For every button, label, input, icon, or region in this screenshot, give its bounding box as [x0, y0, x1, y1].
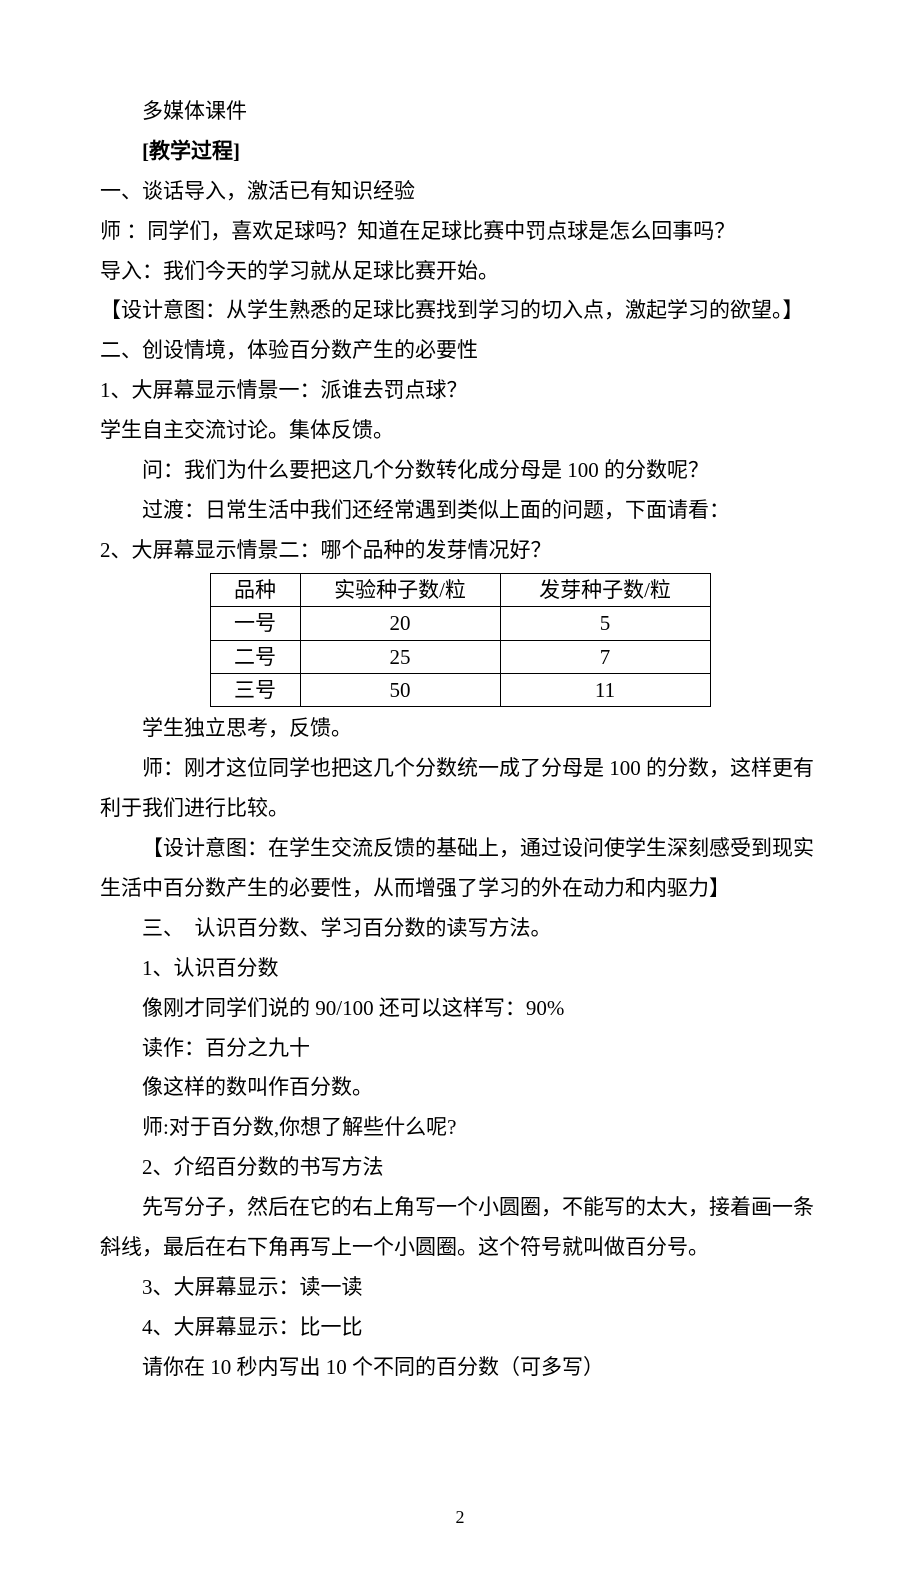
- design-intent-2: 【设计意图：在学生交流反馈的基础上，通过设问使学生深刻感受到现实生活中百分数产生…: [100, 829, 820, 909]
- item-3-1-read: 读作：百分之九十: [100, 1029, 820, 1069]
- item-3-2: 2、介绍百分数的书写方法: [100, 1148, 820, 1188]
- table-header-cell: 实验种子数/粒: [300, 573, 500, 606]
- item-3-1-define: 像这样的数叫作百分数。: [100, 1068, 820, 1108]
- item-3-1-example: 像刚才同学们说的 90/100 还可以这样写：90%: [100, 989, 820, 1029]
- text-media: 多媒体课件: [100, 92, 820, 132]
- heading-part3: 三、 认识百分数、学习百分数的读写方法。: [100, 909, 820, 949]
- table-header-row: 品种 实验种子数/粒 发芽种子数/粒: [210, 573, 710, 606]
- table-row: 一号 20 5: [210, 607, 710, 640]
- scene1-question: 问：我们为什么要把这几个分数转化成分母是 100 的分数呢？: [100, 451, 820, 491]
- table-cell: 20: [300, 607, 500, 640]
- section-header-process: [教学过程]: [100, 132, 820, 172]
- table-cell: 三号: [210, 674, 300, 707]
- table-cell: 11: [500, 674, 710, 707]
- heading-part2: 二、创设情境，体验百分数产生的必要性: [100, 331, 820, 371]
- table-cell: 二号: [210, 640, 300, 673]
- scene1-discuss: 学生自主交流讨论。集体反馈。: [100, 411, 820, 451]
- item-3-1-teacherq: 师:对于百分数,你想了解些什么呢?: [100, 1108, 820, 1148]
- table-cell: 一号: [210, 607, 300, 640]
- table-cell: 7: [500, 640, 710, 673]
- table-cell: 50: [300, 674, 500, 707]
- table-header-cell: 品种: [210, 573, 300, 606]
- table-cell: 25: [300, 640, 500, 673]
- table-header-cell: 发芽种子数/粒: [500, 573, 710, 606]
- scene1-title: 1、大屏幕显示情景一：派谁去罚点球？: [100, 371, 820, 411]
- design-intent-1: 【设计意图：从学生熟悉的足球比赛找到学习的切入点，激起学习的欲望。】: [100, 291, 820, 331]
- page-number: 2: [100, 1500, 820, 1534]
- heading-part1: 一、谈话导入，激活已有知识经验: [100, 172, 820, 212]
- scene1-transition: 过渡：日常生活中我们还经常遇到类似上面的问题，下面请看：: [100, 491, 820, 531]
- seed-experiment-table: 品种 实验种子数/粒 发芽种子数/粒 一号 20 5 二号 25 7 三号 50…: [210, 573, 711, 708]
- scene2-teacher: 师：刚才这位同学也把这几个分数统一成了分母是 100 的分数，这样更有利于我们进…: [100, 749, 820, 829]
- table-cell: 5: [500, 607, 710, 640]
- item-3-1: 1、认识百分数: [100, 949, 820, 989]
- table-row: 二号 25 7: [210, 640, 710, 673]
- item-3-4-body: 请你在 10 秒内写出 10 个不同的百分数（可多写）: [100, 1348, 820, 1388]
- scene2-think: 学生独立思考，反馈。: [100, 709, 820, 749]
- item-3-2-body: 先写分子，然后在它的右上角写一个小圆圈，不能写的太大，接着画一条斜线，最后在右下…: [100, 1188, 820, 1268]
- text-teacher-q1: 师 ：同学们，喜欢足球吗？知道在足球比赛中罚点球是怎么回事吗？: [100, 212, 820, 252]
- section-header-bold: [教学过程]: [142, 139, 240, 163]
- text-intro: 导入：我们今天的学习就从足球比赛开始。: [100, 252, 820, 292]
- document-body: 多媒体课件 [教学过程] 一、谈话导入，激活已有知识经验 师 ：同学们，喜欢足球…: [100, 92, 820, 1534]
- scene2-title: 2、大屏幕显示情景二：哪个品种的发芽情况好？: [100, 531, 820, 571]
- table-row: 三号 50 11: [210, 674, 710, 707]
- item-3-4: 4、大屏幕显示：比一比: [100, 1308, 820, 1348]
